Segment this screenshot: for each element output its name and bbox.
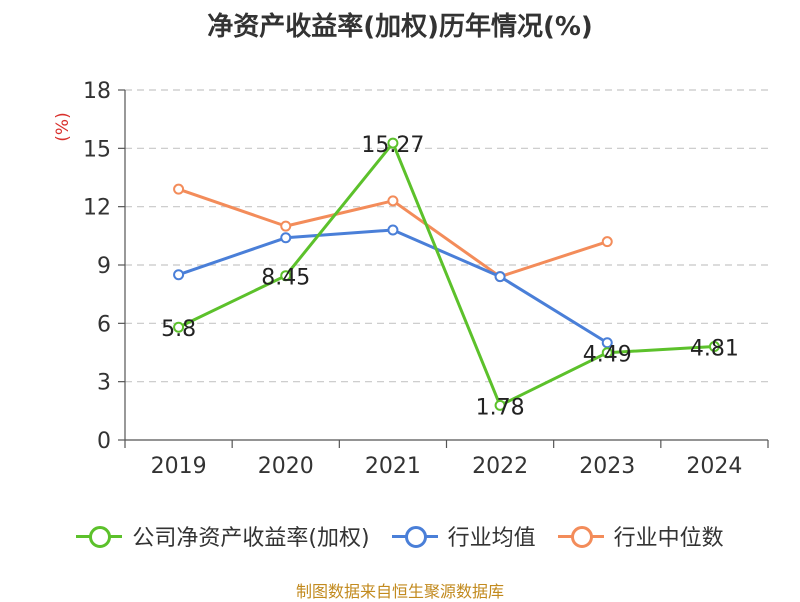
x-tick-label-2023: 2023 [579, 454, 635, 479]
legend-swatch-icon [391, 524, 438, 548]
data-label-2023: 4.49 [583, 343, 632, 368]
data-label-2022: 1.78 [476, 395, 525, 420]
data-point-0-2023[interactable] [601, 347, 613, 359]
y-tick-label: 6 [97, 312, 111, 337]
y-tick-label: 0 [97, 429, 111, 454]
data-point-0-2020[interactable] [280, 270, 292, 282]
data-labels: 5.8 8.45 15.27 1.78 4.49 4.81 [161, 133, 739, 420]
x-tick-label-2019: 2019 [151, 454, 207, 479]
data-label-2020: 8.45 [261, 266, 310, 291]
series-lines [173, 137, 720, 411]
x-tick-label-2022: 2022 [472, 454, 528, 479]
data-point-1-2019[interactable] [173, 269, 185, 281]
y-tick-label: 15 [83, 137, 111, 162]
legend-label: 行业均值 [447, 526, 536, 551]
x-tick-label-2024: 2024 [686, 454, 742, 479]
data-point-1-2022[interactable] [494, 271, 506, 283]
data-point-0-2019[interactable] [173, 321, 185, 333]
data-point-1-2020[interactable] [280, 232, 292, 244]
data-point-0-2022[interactable] [494, 399, 506, 411]
data-point-0-2021[interactable] [387, 137, 399, 149]
series-line-0 [177, 141, 715, 407]
y-tick-label: 3 [97, 371, 111, 396]
y-tick-label: 18 [83, 79, 111, 104]
legend: 公司净资产收益率(加权) 行业均值 行业中位数 [0, 520, 800, 552]
data-point-1-2021[interactable] [387, 224, 399, 236]
legend-swatch-icon [76, 524, 123, 548]
legend-item-1[interactable]: 行业均值 [391, 520, 536, 552]
axes: 0 3 6 9 12 15 18 (%) 2019 2020 2021 2022 2023 2024 [53, 79, 769, 479]
x-tick-label-2021: 2021 [365, 454, 421, 479]
data-point-2-2021[interactable] [387, 195, 399, 207]
y-axis-label: (%) [53, 112, 73, 141]
data-label-2024: 4.81 [690, 336, 739, 361]
data-point-2-2020[interactable] [280, 220, 292, 232]
legend-item-0[interactable]: 公司净资产收益率(加权) [76, 520, 370, 552]
data-point-2-2023[interactable] [601, 236, 613, 248]
series-line-1 [178, 228, 609, 345]
data-point-2-2019[interactable] [173, 183, 185, 195]
data-label-2021: 15.27 [361, 133, 424, 158]
legend-swatch-icon [557, 524, 604, 548]
data-point-0-2024[interactable] [708, 340, 720, 352]
legend-label: 公司净资产收益率(加权) [132, 526, 370, 551]
legend-item-2[interactable]: 行业中位数 [557, 520, 724, 552]
y-tick-label: 12 [83, 196, 111, 221]
x-tick-label-2020: 2020 [258, 454, 314, 479]
data-label-2019: 5.8 [161, 317, 196, 342]
chart-title: 净资产收益率(加权)历年情况(%) [207, 12, 593, 42]
y-tick-label: 9 [97, 254, 111, 279]
legend-label: 行业中位数 [613, 526, 724, 551]
source-note: 制图数据来自恒生聚源数据库 [295, 582, 504, 601]
gridlines [125, 89, 768, 383]
